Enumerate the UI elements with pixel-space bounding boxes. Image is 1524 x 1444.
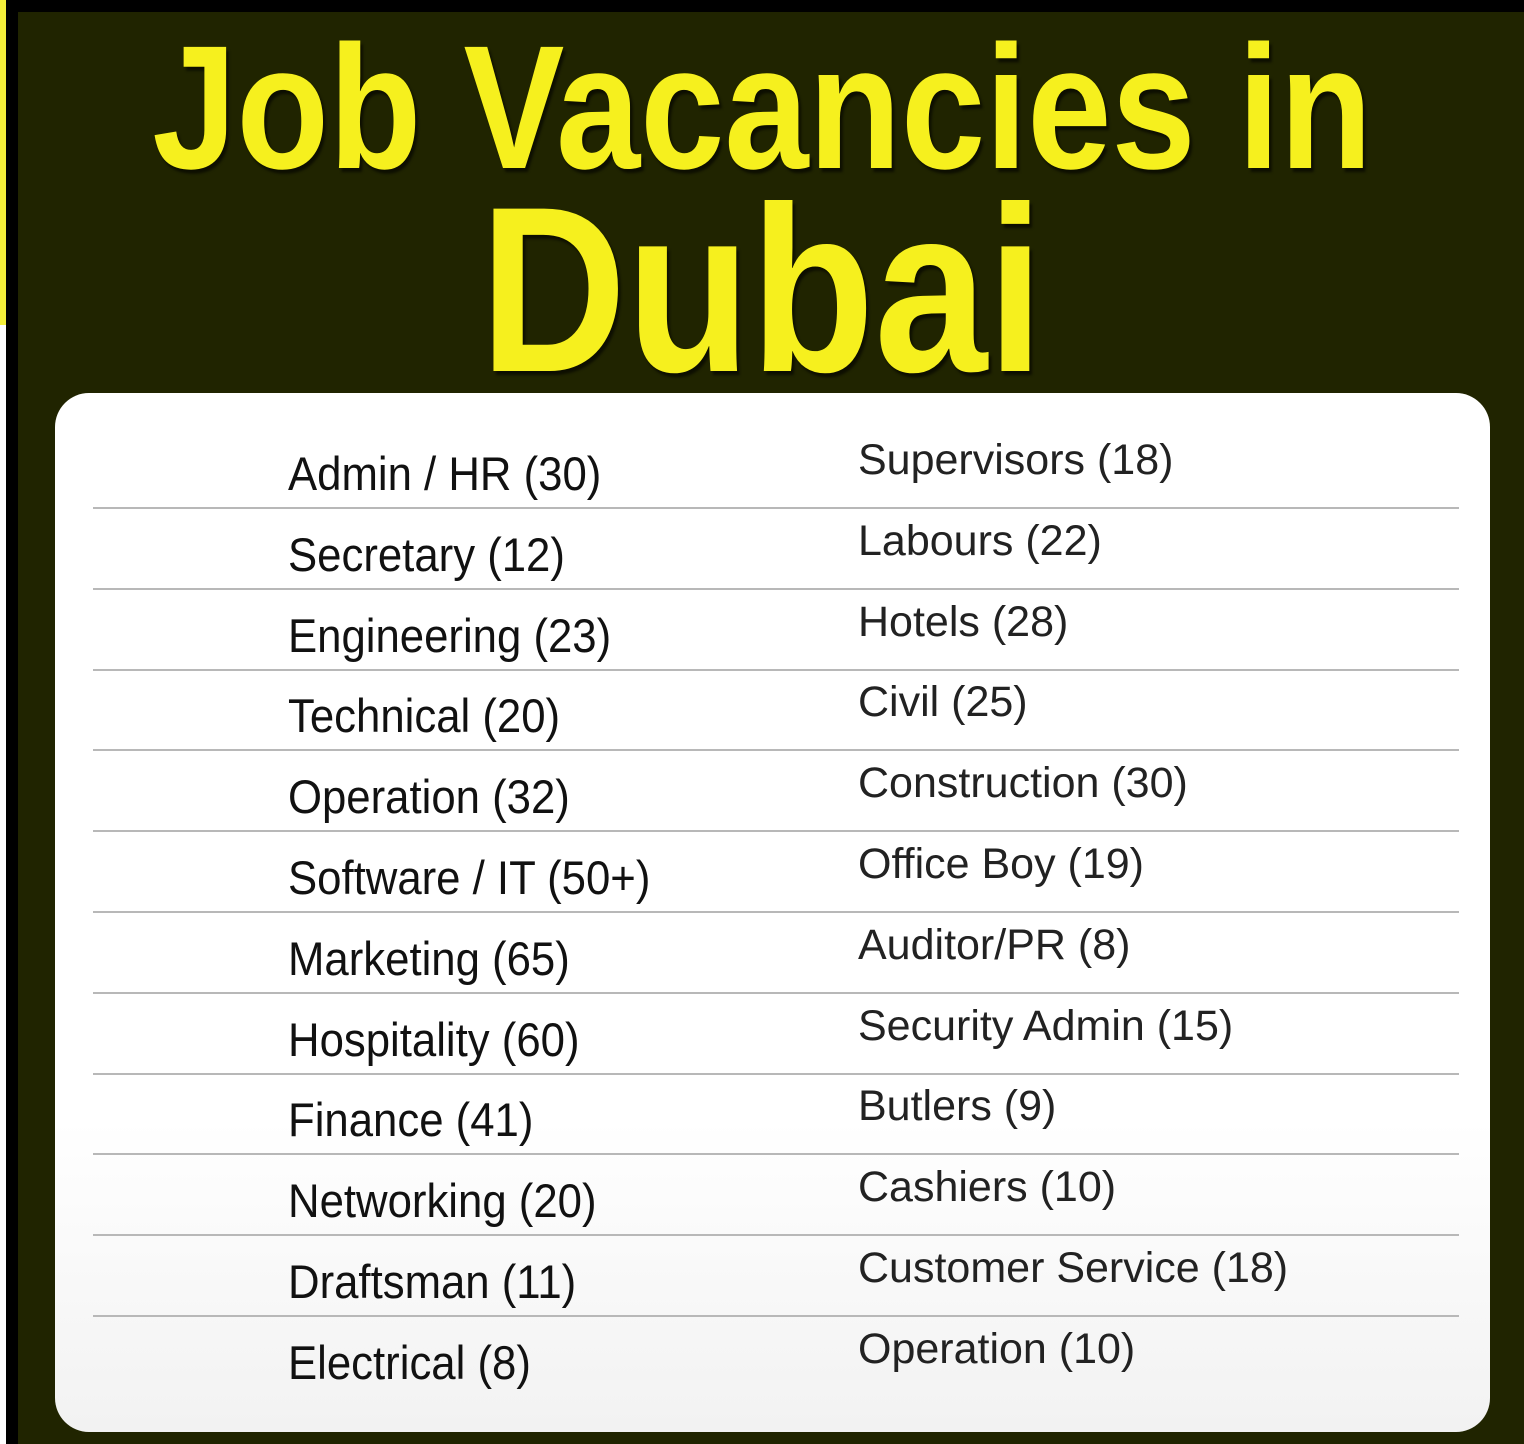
vacancy-left: Engineering (23) [288,608,612,662]
list-row: Operation (32) Construction (30) [93,750,1459,833]
vacancy-left: Marketing (65) [288,931,570,985]
vacancy-left: Technical (20) [288,689,561,743]
vacancy-right: Supervisors (18) [858,436,1174,484]
vacancy-left: Admin / HR (30) [288,447,602,500]
list-row: Hospitality (60) Security Admin (15) [93,993,1459,1075]
vacancy-list-panel: Admin / HR (30) Supervisors (18) Secretary… [55,393,1490,1432]
vacancy-right: Office Boy (19) [858,840,1144,888]
list-row: Finance (41) Butlers (9) [93,1073,1459,1156]
vacancy-right: Labours (22) [858,516,1102,565]
vacancy-left: Hospitality (60) [288,1012,580,1066]
vacancy-right: Security Admin (15) [858,1001,1234,1050]
title-line-1: Job Vacancies in [152,10,1372,206]
vacancy-left: Electrical (8) [288,1335,531,1389]
list-row: Software / IT (50+) Office Boy (19) [93,831,1459,913]
edge-strip [0,325,6,1444]
vacancy-right: Auditor/PR (8) [858,920,1131,969]
list-row: Draftsman (11) Customer Service (18) [93,1235,1459,1317]
vacancy-left: Secretary (12) [288,527,565,581]
list-row: Technical (20) Civil (25) [93,669,1459,752]
list-row: Networking (20) Cashiers (10) [93,1154,1459,1237]
vacancy-right: Cashiers (10) [858,1163,1117,1212]
list-row: Marketing (65) Auditor/PR (8) [93,912,1459,994]
vacancy-left: Software / IT (50+) [288,851,651,904]
vacancy-right: Civil (25) [858,678,1028,727]
list-row: Secretary (12) Labours (22) [93,508,1459,590]
list-row: Engineering (23) Hotels (28) [93,589,1459,671]
list-row: Electrical (8) Operation (10) [93,1316,1459,1396]
vacancy-right: Construction (30) [858,759,1188,808]
list-row: Admin / HR (30) Supervisors (18) [93,427,1459,509]
vacancy-left: Operation (32) [288,770,570,824]
vacancy-left: Finance (41) [288,1093,534,1147]
vacancy-right: Butlers (9) [858,1082,1057,1131]
vacancy-left: Draftsman (11) [288,1255,577,1308]
title-line-2: Dubai [480,158,1044,422]
vacancy-left: Networking (20) [288,1174,597,1228]
vacancy-right: Customer Service (18) [858,1244,1289,1292]
edge-strip [0,0,6,325]
vacancy-right: Operation (10) [858,1324,1136,1373]
vacancy-right: Hotels (28) [858,597,1069,646]
